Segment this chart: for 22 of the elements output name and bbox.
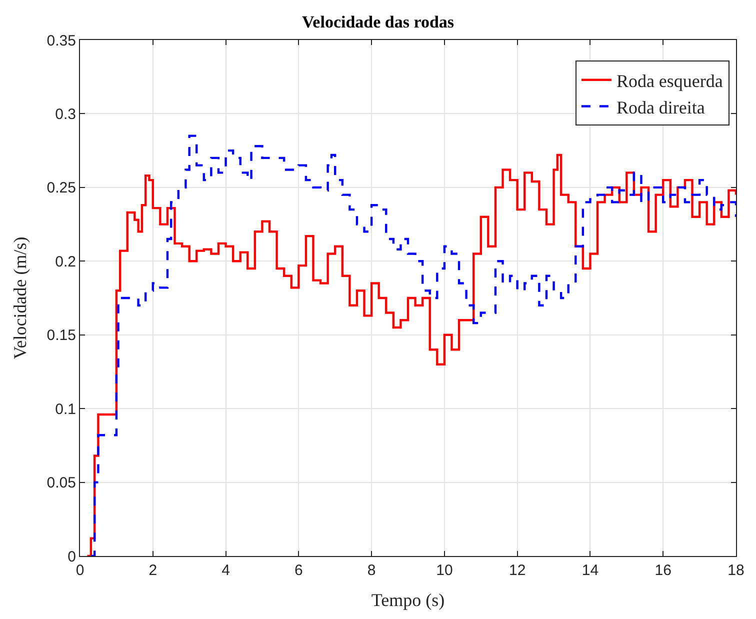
- x-tick-label: 8: [367, 562, 376, 579]
- y-tick-label: 0.1: [55, 400, 76, 418]
- y-tick-label: 0: [68, 548, 76, 566]
- legend-label: Roda direita: [616, 97, 705, 118]
- x-tick-label: 4: [222, 562, 230, 579]
- x-axis-title: Tempo (s): [371, 590, 445, 610]
- x-tick-label: 16: [654, 562, 672, 579]
- y-tick-label: 0.35: [46, 32, 76, 50]
- y-tick-label: 0.15: [46, 327, 76, 344]
- x-tick-label: 14: [582, 562, 599, 579]
- x-tick-label: 6: [294, 562, 303, 579]
- y-tick-label: 0.2: [55, 253, 76, 270]
- x-tick-label: 2: [148, 562, 158, 579]
- legend-label: Roda esquerda: [616, 70, 723, 91]
- y-tick-label: 0.05: [46, 474, 76, 492]
- chart-title: Velocidade das rodas: [302, 12, 454, 32]
- y-tick-label: 0.25: [46, 180, 76, 197]
- x-tick-label: 10: [436, 562, 453, 579]
- y-tick-label: 0.3: [55, 106, 76, 123]
- x-tick-label: 18: [728, 562, 744, 579]
- y-axis-title: Velocidade (m/s): [10, 236, 30, 360]
- x-tick-label: 12: [508, 562, 526, 579]
